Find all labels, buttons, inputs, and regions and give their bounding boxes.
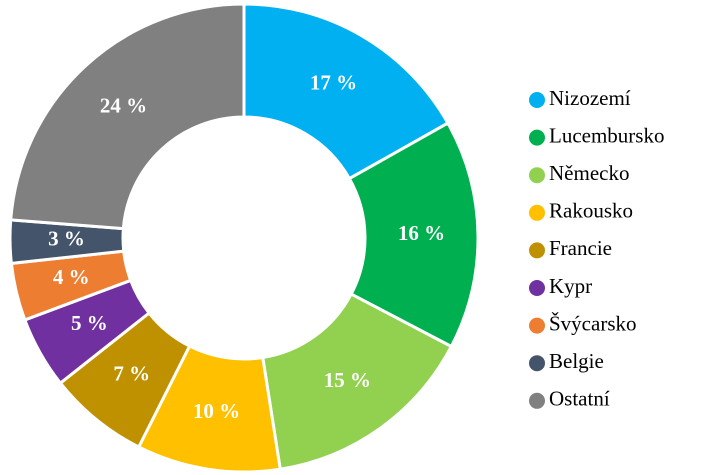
- legend-marker: [529, 167, 545, 184]
- legend-label: Švýcarsko: [549, 311, 637, 335]
- legend-marker: [529, 92, 545, 108]
- legend-marker: [529, 317, 545, 334]
- legend-marker: [529, 392, 545, 409]
- legend-label: Belgie: [549, 349, 604, 373]
- data-label: 15 %: [324, 368, 371, 392]
- data-label: 4 %: [53, 265, 90, 289]
- data-label: 24 %: [100, 94, 147, 118]
- legend-label: Ostatní: [549, 387, 610, 411]
- data-label: 3 %: [48, 227, 85, 251]
- legend-label: Francie: [549, 236, 612, 260]
- legend-label: Kypr: [549, 274, 592, 298]
- data-label: 5 %: [71, 311, 108, 335]
- legend-marker: [529, 242, 545, 259]
- legend-marker: [529, 280, 545, 296]
- data-label: 7 %: [113, 361, 150, 385]
- donut-slice: [347, 121, 480, 349]
- donut-slice: [242, 2, 450, 181]
- legend-marker: [529, 204, 545, 221]
- legend-label: Lucembursko: [549, 123, 664, 147]
- legend-marker: [529, 129, 545, 146]
- legend-marker: [529, 355, 545, 372]
- donut-slice: [261, 292, 454, 471]
- data-label: 16 %: [398, 221, 445, 245]
- legend-label: Nizozemí: [549, 86, 631, 110]
- legend-label: Německo: [549, 161, 629, 185]
- data-label: 10 %: [193, 399, 240, 423]
- donut-slice: [9, 2, 246, 231]
- data-label: 17 %: [310, 71, 357, 95]
- legend-label: Rakousko: [549, 199, 633, 223]
